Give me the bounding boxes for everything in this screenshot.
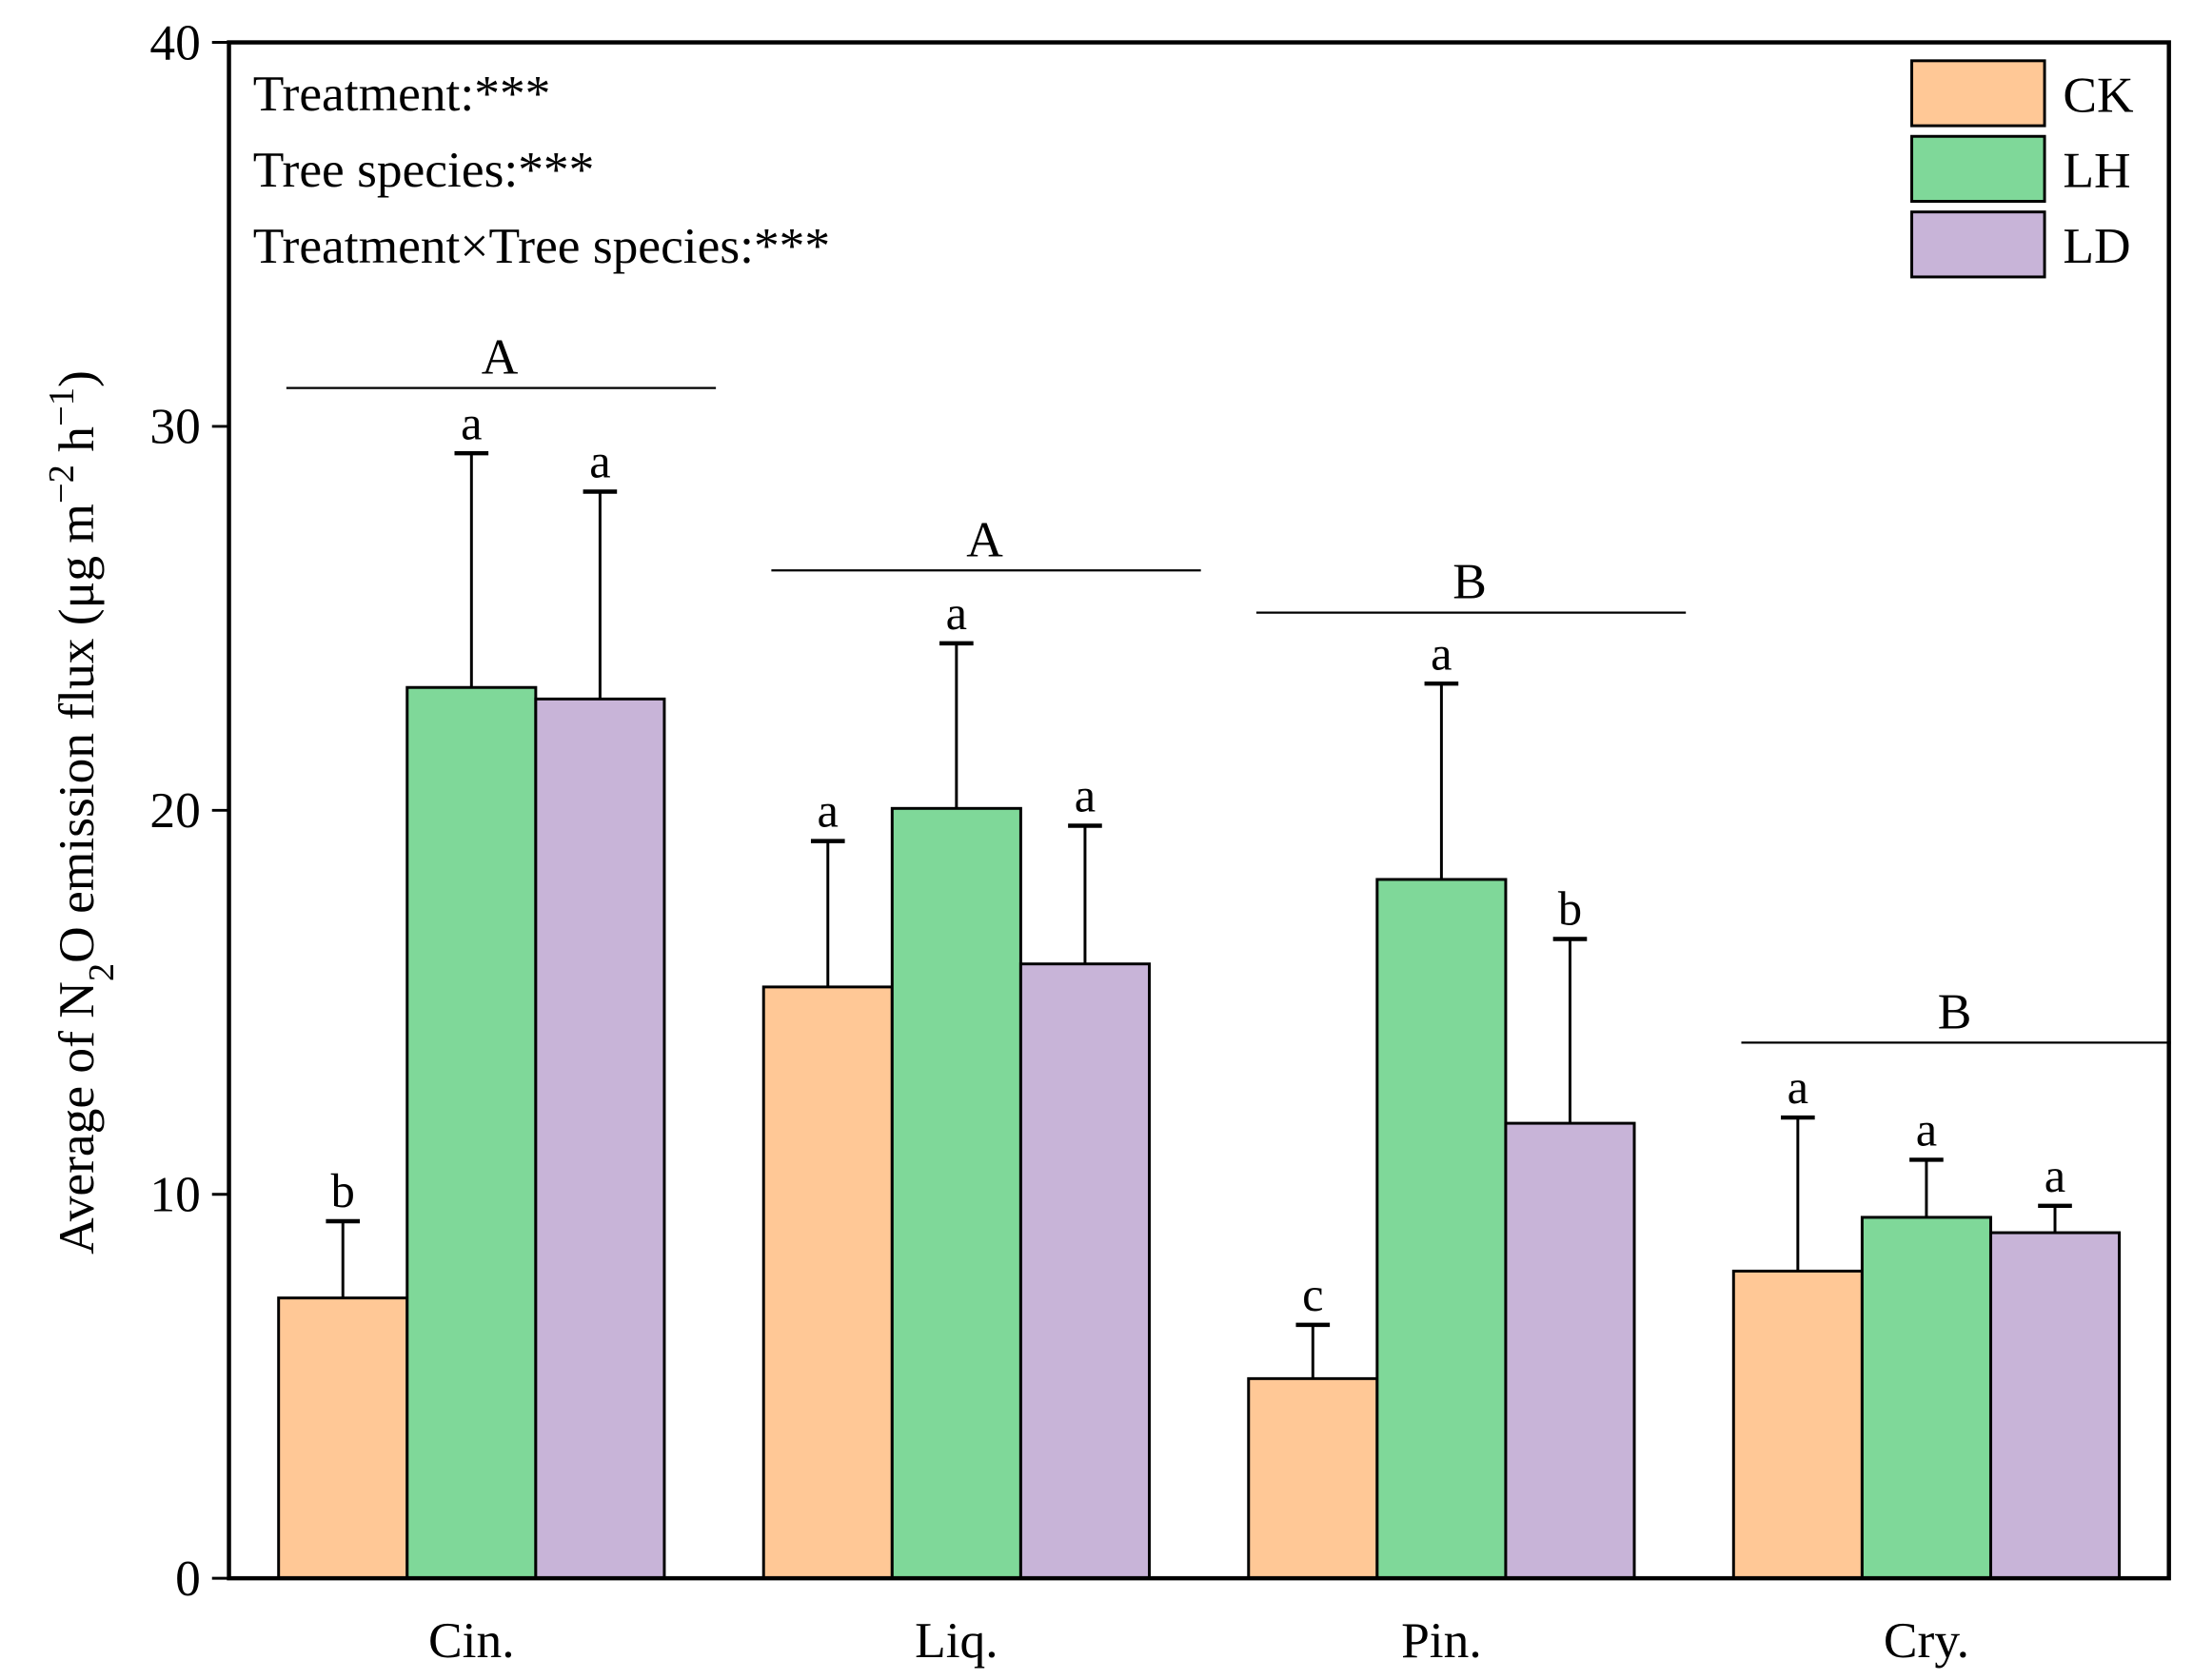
bar: [1375, 878, 1508, 1580]
error-bar: [1295, 1322, 1331, 1379]
group-letter: A: [482, 328, 519, 385]
significance-letter: b: [331, 1164, 355, 1217]
bar: [1988, 1231, 2122, 1580]
x-tick-label: Pin.: [1401, 1611, 1482, 1669]
error-bar: [1781, 1115, 1815, 1272]
significance-letter: a: [461, 396, 482, 449]
significance-letter: a: [946, 586, 967, 640]
error-bar: [326, 1218, 361, 1298]
x-tick-label: Liq.: [915, 1611, 998, 1669]
y-tick-label: 0: [175, 1550, 201, 1607]
y-tick-label: 20: [149, 781, 200, 839]
bar: [1731, 1269, 1864, 1580]
plot-frame: [227, 40, 2171, 1581]
significance-letter: a: [1916, 1103, 1937, 1156]
bar: [1018, 962, 1151, 1580]
significance-letter: a: [1431, 626, 1452, 680]
significance-letter: a: [818, 784, 839, 838]
significance-letter: a: [1788, 1060, 1808, 1114]
y-tick-label: 10: [149, 1166, 200, 1223]
group-letter: B: [1938, 983, 1972, 1040]
significance-letter: a: [1075, 769, 1096, 822]
group-letter: B: [1452, 553, 1487, 610]
y-label-part: 2: [82, 963, 122, 981]
legend-swatch: [1910, 134, 2046, 204]
y-tick-label: 30: [149, 398, 200, 455]
annotation: Tree species:***: [253, 141, 595, 198]
bar: [890, 806, 1022, 1580]
group-letter: A: [966, 510, 1003, 567]
significance-letter: b: [1558, 882, 1582, 936]
y-label-part: h: [48, 426, 105, 464]
error-bar: [1424, 681, 1459, 880]
bar: [405, 685, 538, 1580]
legend-label: LD: [2063, 217, 2130, 274]
y-label-part: Average of N: [48, 981, 105, 1255]
error-bar: [583, 489, 618, 700]
y-tick-label: 40: [149, 13, 200, 70]
annotation: Treatment:***: [253, 65, 551, 122]
significance-letter: a: [589, 435, 610, 488]
error-bar: [454, 450, 489, 688]
error-bar: [810, 839, 845, 987]
y-label-part: −2: [42, 464, 82, 504]
x-tick-label: Cry.: [1884, 1611, 1969, 1669]
error-bar: [2038, 1203, 2072, 1234]
x-tick-label: Cin.: [428, 1611, 515, 1669]
legend-swatch: [1910, 210, 2046, 279]
legend-label: LH: [2063, 142, 2130, 199]
significance-letter: c: [1302, 1268, 1323, 1321]
error-bar: [939, 641, 974, 809]
bar: [277, 1296, 409, 1580]
error-bar: [1909, 1157, 1944, 1217]
y-label-part: −1: [42, 387, 82, 426]
significance-letter: a: [2045, 1149, 2065, 1202]
annotation: Treatment×Tree species:***: [253, 217, 830, 274]
bar: [1247, 1376, 1379, 1580]
y-label-part: O emission flux (μg m: [48, 504, 105, 963]
legend-label: CK: [2063, 66, 2134, 123]
bar: [534, 697, 666, 1580]
error-bar: [1068, 823, 1102, 964]
bar: [761, 985, 894, 1580]
y-label-part: ): [48, 370, 105, 387]
error-bar: [1552, 937, 1588, 1124]
legend-swatch: [1910, 59, 2046, 128]
bar: [1504, 1121, 1636, 1580]
y-axis-label: Average of N2O emission flux (μg m−2 h−1…: [42, 370, 122, 1255]
bar: [1860, 1216, 1992, 1580]
